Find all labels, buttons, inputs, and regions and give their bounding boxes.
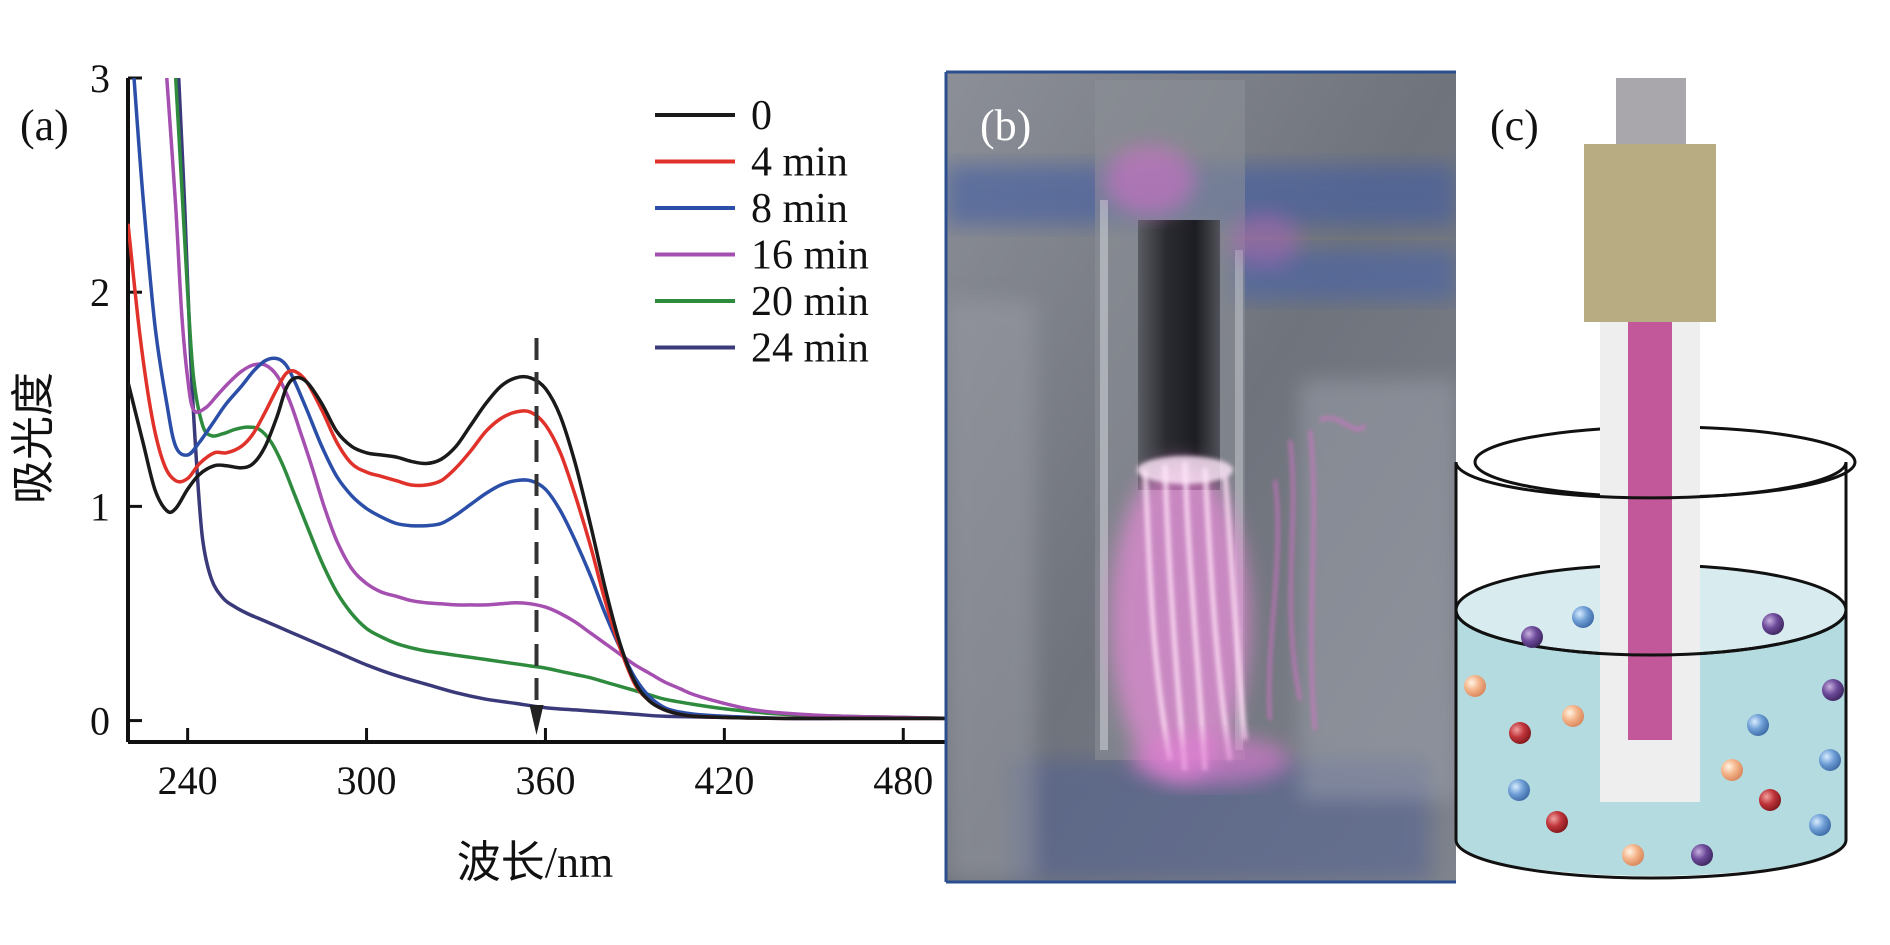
y-tick-label: 1 bbox=[90, 484, 110, 529]
electrode-core bbox=[1628, 322, 1672, 740]
legend-label: 20 min bbox=[751, 279, 869, 325]
y-tick-label: 0 bbox=[90, 699, 110, 744]
particles bbox=[1464, 606, 1844, 866]
x-tick-label: 360 bbox=[515, 758, 575, 803]
plasma-photo: (b) bbox=[944, 70, 1456, 884]
panel-label-a: (a) bbox=[20, 101, 69, 150]
legend-label: 24 min bbox=[751, 326, 869, 372]
y-tick-label: 3 bbox=[90, 56, 110, 101]
panel-label-b: (b) bbox=[980, 101, 1031, 150]
panel-label-c: (c) bbox=[1490, 101, 1539, 150]
series-line-3 bbox=[165, 78, 948, 721]
x-tick-label: 420 bbox=[694, 758, 754, 803]
y-axis-label: 吸光度 bbox=[9, 372, 58, 504]
reference-arrow bbox=[529, 705, 544, 735]
electrode-top-cap bbox=[1616, 78, 1686, 144]
x-axis-label: 波长/nm bbox=[457, 838, 613, 887]
series-lines bbox=[128, 78, 948, 721]
axes: 240 300 360 420 480 0 1 2 3 bbox=[90, 56, 948, 803]
electrode-holder bbox=[1584, 144, 1716, 322]
y-tick-label: 2 bbox=[90, 270, 110, 315]
reference-marker bbox=[529, 338, 544, 735]
reactor-schematic: (c) bbox=[1454, 78, 1857, 880]
series-line-5 bbox=[176, 78, 948, 721]
legend-label: 0 bbox=[751, 93, 772, 139]
series-line-0 bbox=[128, 374, 948, 721]
x-tick-label: 240 bbox=[158, 758, 218, 803]
x-tick-label: 480 bbox=[873, 758, 933, 803]
legend-label: 16 min bbox=[751, 233, 869, 279]
series-line-2 bbox=[132, 78, 948, 721]
legend-label: 8 min bbox=[751, 186, 848, 232]
series-line-4 bbox=[173, 78, 948, 721]
x-tick-label: 300 bbox=[337, 758, 397, 803]
legend-label: 4 min bbox=[751, 140, 848, 186]
